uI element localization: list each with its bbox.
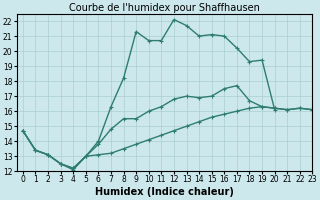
Title: Courbe de l'humidex pour Shaffhausen: Courbe de l'humidex pour Shaffhausen <box>69 3 260 13</box>
X-axis label: Humidex (Indice chaleur): Humidex (Indice chaleur) <box>95 187 234 197</box>
